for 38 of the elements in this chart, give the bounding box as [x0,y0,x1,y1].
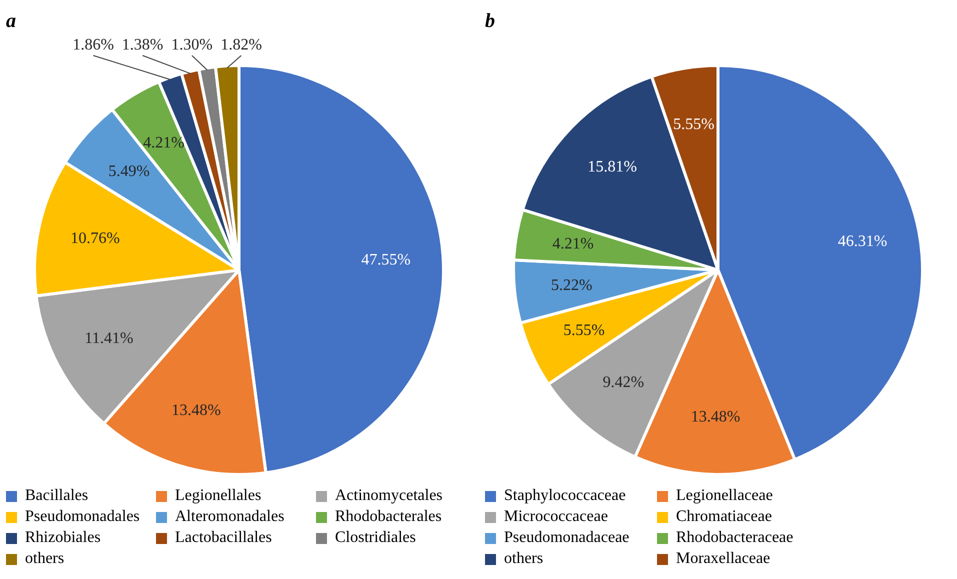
data-label: 1.30% [171,36,213,54]
data-label: 5.22% [550,276,592,294]
legend-label: Alteromonadales [175,508,284,526]
legend-label: Bacillales [25,487,88,505]
data-label: 15.81% [588,158,637,176]
data-label: 10.76% [70,230,120,247]
data-label: 47.55% [361,252,411,269]
data-label: 1.38% [122,36,164,54]
legend-label: Micrococcaceae [504,508,608,526]
chart-title: b [485,10,495,33]
data-label: 13.48% [690,408,740,426]
data-label: 4.21% [552,236,594,253]
data-label: 1.82% [220,36,262,54]
legend-label: Chromatiaceae [676,508,772,526]
data-label: 46.31% [838,233,888,250]
legend-label: Pseudomonadales [25,508,140,526]
data-label: 13.48% [172,402,221,420]
data-label: 4.21% [143,134,184,152]
legend-label: Legionellales [175,487,262,505]
legend-label: Staphylococcaceae [504,487,626,505]
legend-label: Rhodobacteraceae [676,529,794,547]
data-label: 5.55% [563,322,605,340]
legend-label: others [504,550,544,568]
legend-label: Rhodobacterales [335,508,442,526]
legend-label: Legionellaceae [676,487,773,505]
data-label: 1.86% [72,36,114,54]
legend-label: Moraxellaceae [676,550,770,568]
data-label: 11.41% [84,330,134,348]
chart-title: a [6,10,16,33]
legend-label: Actinomycetales [335,487,443,505]
legend-label: Clostridiales [335,529,416,547]
data-label: 5.49% [108,163,150,180]
legend-label: others [25,550,64,568]
data-label: 5.55% [673,116,714,133]
legend-label: Rhizobiales [25,529,101,547]
legend-label: Lactobacillales [175,529,272,547]
data-label: 9.42% [602,374,644,392]
legend-label: Pseudomonadaceae [504,529,630,547]
